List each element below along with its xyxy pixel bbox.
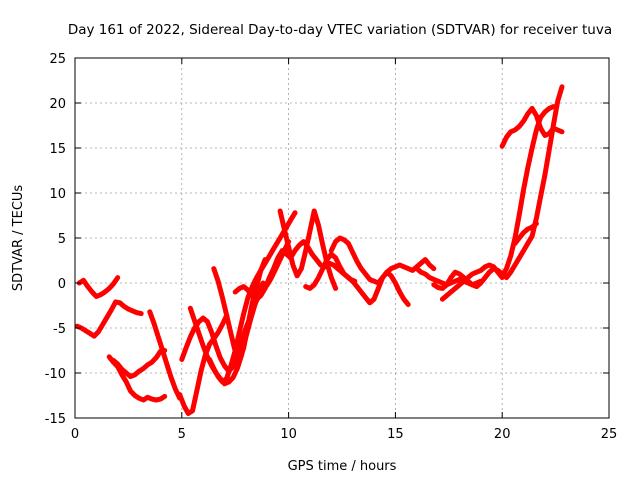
x-tick-label: 10 <box>280 427 297 442</box>
y-axis-title: SDTVAR / TECUs <box>11 185 26 292</box>
y-tick-label: -15 <box>45 412 66 427</box>
x-tick-label: 20 <box>494 427 511 442</box>
y-tick-label: 10 <box>49 187 66 202</box>
y-tick-label: 0 <box>58 277 66 292</box>
series-arc-18 <box>499 104 556 279</box>
y-tick-label: 15 <box>49 142 66 157</box>
y-tick-label: -10 <box>45 367 66 382</box>
y-tick-label: 5 <box>58 232 66 247</box>
series-arc-1 <box>76 275 121 299</box>
series-arc-20 <box>499 105 565 149</box>
x-tick-label: 25 <box>601 427 618 442</box>
series-arc-6 <box>177 312 230 416</box>
x-tick-labels: 0 5 10 15 20 25 <box>71 427 617 442</box>
series-arc-13 <box>303 251 411 308</box>
x-tick-label: 5 <box>178 427 186 442</box>
series-arc-17 <box>414 266 484 288</box>
series-arc-2 <box>74 299 144 339</box>
y-tick-label: 20 <box>49 97 66 112</box>
series-arc-21 <box>512 221 539 246</box>
x-tick-label: 15 <box>387 427 404 442</box>
series-arc-4 <box>110 348 168 380</box>
y-tick-labels: -15 -10 -5 0 5 10 15 20 25 <box>45 52 66 427</box>
y-tick-label: -5 <box>53 322 66 337</box>
ticks <box>74 57 610 419</box>
series-arc-11 <box>232 239 358 302</box>
x-axis-title: GPS time / hours <box>288 459 397 474</box>
series-arc-16 <box>439 262 505 302</box>
y-tick-label: 25 <box>49 52 66 67</box>
series-arc-9 <box>207 210 298 385</box>
series-arc-5 <box>147 309 183 401</box>
series-arc-10 <box>211 257 268 363</box>
x-tick-label: 0 <box>71 427 79 442</box>
chart-title: Day 161 of 2022, Sidereal Day-to-day VTE… <box>68 22 612 38</box>
series-layer <box>74 84 565 416</box>
